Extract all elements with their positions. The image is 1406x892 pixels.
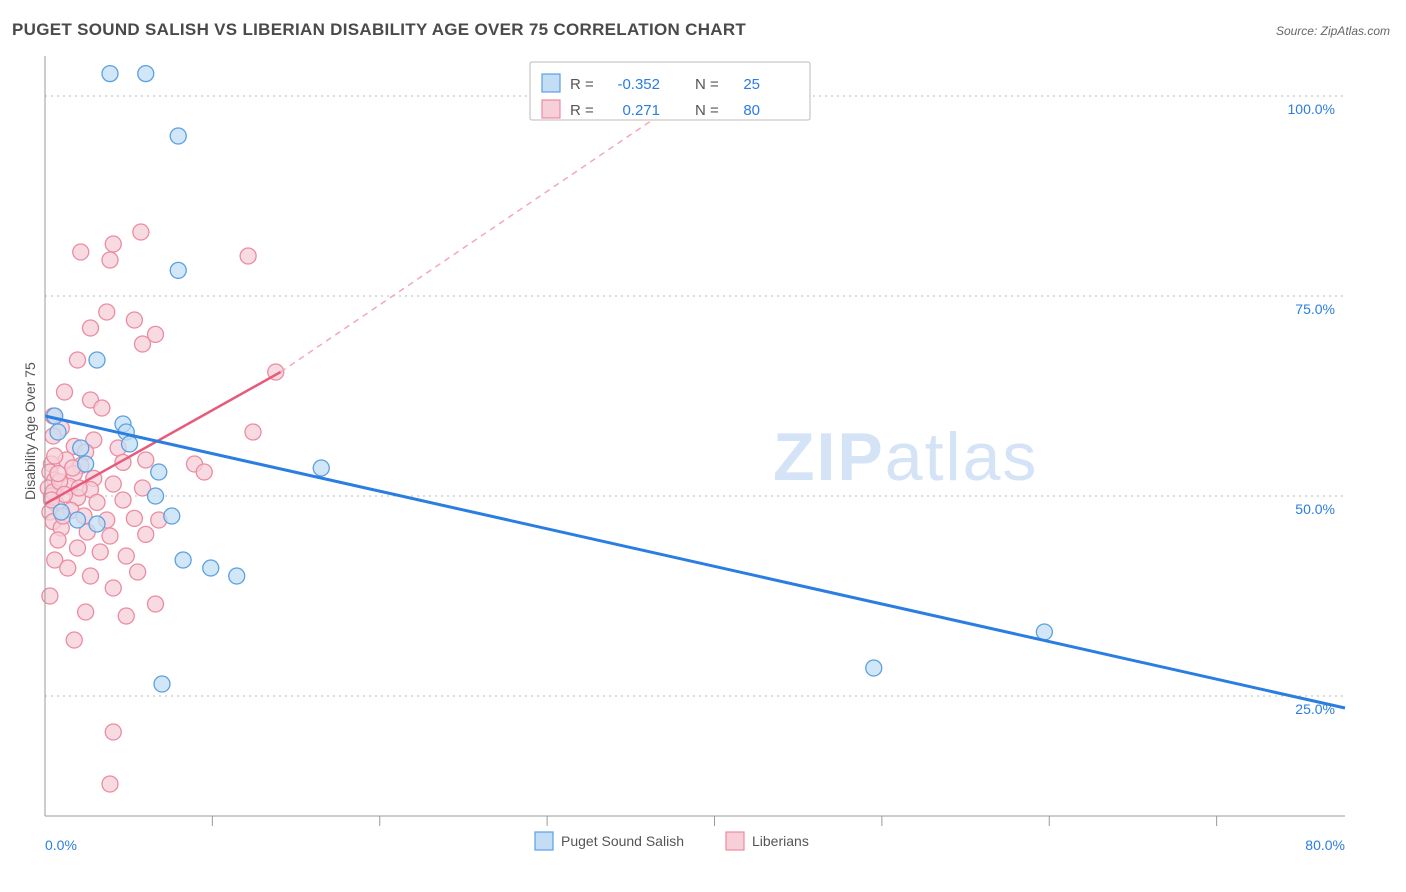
data-point (138, 452, 154, 468)
data-point (50, 424, 66, 440)
legend-n-label: N = (695, 76, 719, 93)
data-point (118, 608, 134, 624)
data-point (70, 512, 86, 528)
y-tick-label: 100.0% (1288, 101, 1335, 117)
bottom-legend-swatch (535, 832, 553, 850)
data-point (47, 448, 63, 464)
data-point (105, 724, 121, 740)
data-point (148, 488, 164, 504)
data-point (102, 776, 118, 792)
trend-line-liberians (45, 372, 281, 504)
y-tick-label: 75.0% (1295, 301, 1335, 317)
data-point (102, 252, 118, 268)
data-point (148, 596, 164, 612)
data-point (170, 128, 186, 144)
data-point (133, 224, 149, 240)
data-point (83, 320, 99, 336)
data-point (1036, 624, 1052, 640)
data-point (245, 424, 261, 440)
data-point (135, 336, 151, 352)
data-point (70, 540, 86, 556)
data-point (164, 508, 180, 524)
data-point (154, 676, 170, 692)
data-point (138, 526, 154, 542)
data-point (50, 532, 66, 548)
data-point (130, 564, 146, 580)
data-point (240, 248, 256, 264)
legend-r-label: R = (570, 102, 594, 119)
data-point (105, 476, 121, 492)
data-point (105, 580, 121, 596)
data-point (73, 440, 89, 456)
data-point (126, 312, 142, 328)
data-point (42, 588, 58, 604)
correlation-chart: 25.0%50.0%75.0%100.0%ZIPatlas0.0%80.0%R … (0, 0, 1406, 892)
data-point (99, 304, 115, 320)
data-point (203, 560, 219, 576)
legend-n-value: 80 (743, 102, 760, 119)
trend-line-liberians-dashed (281, 80, 712, 372)
data-point (126, 510, 142, 526)
data-point (53, 504, 69, 520)
data-point (105, 236, 121, 252)
data-point (78, 604, 94, 620)
data-point (229, 568, 245, 584)
legend-n-value: 25 (743, 76, 760, 93)
data-point (78, 456, 94, 472)
data-point (83, 568, 99, 584)
data-point (866, 660, 882, 676)
trend-line-salish (45, 416, 1345, 708)
data-point (94, 400, 110, 416)
data-point (89, 494, 105, 510)
data-point (73, 244, 89, 260)
legend-r-label: R = (570, 76, 594, 93)
data-point (138, 66, 154, 82)
data-point (122, 436, 138, 452)
data-point (102, 66, 118, 82)
data-point (70, 352, 86, 368)
legend-r-value: 0.271 (622, 102, 660, 119)
data-point (151, 464, 167, 480)
data-point (89, 352, 105, 368)
bottom-legend-label: Liberians (752, 833, 809, 849)
bottom-legend-swatch (726, 832, 744, 850)
legend-swatch (542, 100, 560, 118)
data-point (50, 466, 66, 482)
legend-n-label: N = (695, 102, 719, 119)
bottom-legend-label: Puget Sound Salish (561, 833, 684, 849)
x-tick-label: 0.0% (45, 837, 77, 853)
data-point (313, 460, 329, 476)
y-tick-label: 50.0% (1295, 501, 1335, 517)
data-point (170, 262, 186, 278)
data-point (66, 632, 82, 648)
x-tick-label: 80.0% (1305, 837, 1345, 853)
data-point (102, 528, 118, 544)
data-point (115, 492, 131, 508)
data-point (57, 384, 73, 400)
data-point (89, 516, 105, 532)
legend-swatch (542, 74, 560, 92)
legend-r-value: -0.352 (617, 76, 660, 93)
data-point (175, 552, 191, 568)
data-point (92, 544, 108, 560)
watermark: ZIPatlas (773, 419, 1038, 495)
data-point (118, 548, 134, 564)
data-point (196, 464, 212, 480)
data-point (60, 560, 76, 576)
